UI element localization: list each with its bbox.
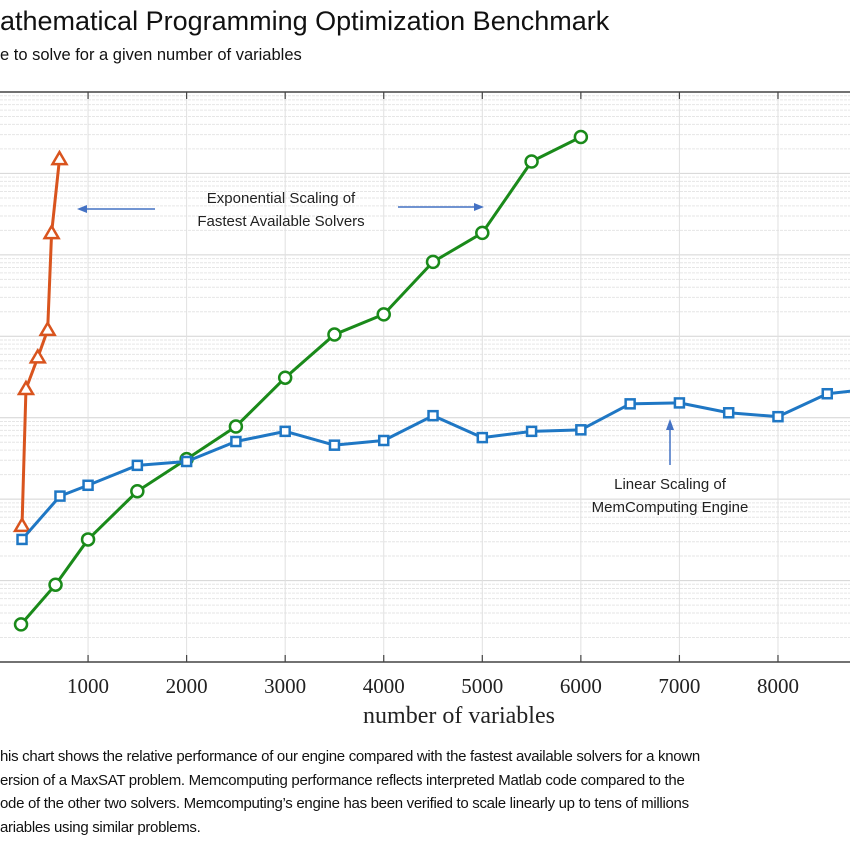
series-layer [12, 129, 850, 632]
data-point-circle [573, 129, 589, 145]
data-point-square [722, 407, 735, 419]
data-point-circle [48, 577, 63, 592]
data-point-square [377, 434, 390, 447]
data-point-square [131, 459, 144, 472]
caption-line: ode of the other two solvers. Memcomputi… [0, 795, 689, 812]
data-point-circle [130, 484, 145, 499]
data-point-square [328, 439, 341, 451]
data-point-square [624, 398, 636, 410]
x-tick-label: 2000 [166, 674, 208, 698]
annotation-linear-line1: Linear Scaling of [614, 476, 727, 493]
data-point-circle [327, 327, 342, 342]
data-point-square [54, 490, 66, 502]
series-circle [13, 129, 589, 632]
data-point-circle [277, 370, 293, 385]
arrow-up-icon [666, 419, 674, 465]
x-tick-label: 5000 [461, 674, 503, 698]
data-point-triangle [50, 149, 69, 166]
annotation-exponential-line2: Fastest Available Solvers [197, 213, 364, 230]
data-point-circle [228, 419, 244, 434]
data-point-square [673, 397, 686, 409]
caption-line: his chart shows the relative performance… [0, 748, 700, 765]
data-point-square [772, 410, 784, 423]
data-point-triangle [12, 516, 32, 533]
chart-subtitle: e to solve for a given number of variabl… [0, 46, 302, 64]
annotation-exponential: Exponential Scaling of Fastest Available… [77, 190, 484, 230]
series-triangle [12, 149, 69, 533]
data-point-square [82, 479, 94, 492]
x-axis-label: number of variables [363, 703, 555, 729]
data-point-triangle [42, 223, 61, 240]
x-tick-labels: 1000 2000 3000 4000 5000 6000 7000 8000 [67, 674, 799, 698]
series-square [16, 387, 850, 546]
data-point-circle [524, 154, 539, 169]
data-point-circle [13, 617, 29, 632]
data-point-triangle [38, 320, 57, 337]
data-point-square [821, 387, 834, 400]
data-point-square [476, 431, 489, 444]
x-tick-label: 1000 [67, 674, 109, 698]
caption-line: ariables using similar problems. [0, 818, 201, 836]
x-tick-label: 8000 [757, 674, 799, 698]
data-point-circle [425, 254, 441, 270]
chart-title: athematical Programming Optimization Ben… [0, 6, 610, 36]
x-tick-label: 7000 [658, 674, 700, 698]
gridlines [0, 92, 850, 663]
data-point-circle [475, 225, 490, 241]
series-line [20, 158, 61, 526]
annotation-exponential-line1: Exponential Scaling of [207, 190, 356, 207]
data-point-circle [376, 307, 391, 322]
x-tick-label: 3000 [264, 674, 306, 698]
x-tick-label: 4000 [363, 674, 405, 698]
data-point-square [575, 424, 587, 436]
annotation-linear: Linear Scaling of MemComputing Engine [592, 419, 749, 516]
arrow-left-icon [77, 205, 155, 213]
data-point-square [525, 425, 538, 438]
data-point-square [279, 425, 291, 438]
data-point-square [180, 455, 193, 468]
series-line [19, 135, 582, 626]
caption-line: ersion of a MaxSAT problem. Memcomputing… [0, 771, 685, 789]
annotation-linear-line2: MemComputing Engine [592, 499, 749, 516]
arrow-right-icon [398, 203, 484, 211]
data-point-circle [80, 532, 96, 547]
data-point-square [16, 533, 28, 546]
data-point-square [230, 435, 242, 448]
data-point-triangle [28, 347, 47, 364]
axes [0, 91, 850, 663]
data-point-square [427, 409, 439, 422]
data-point-triangle [16, 379, 36, 396]
chart-caption: his chart shows the relative performance… [0, 745, 700, 839]
x-tick-label: 6000 [560, 674, 602, 698]
